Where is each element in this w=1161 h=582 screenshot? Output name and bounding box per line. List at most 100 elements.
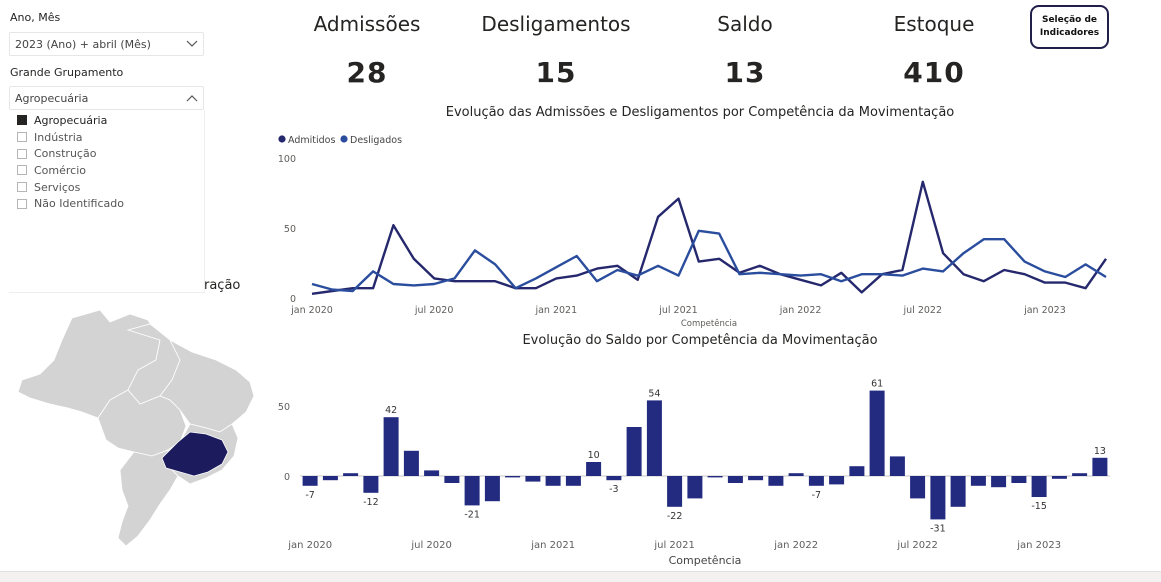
saldo-bar[interactable] — [930, 476, 946, 520]
bar-chart-title: Evolução do Saldo por Competência da Mov… — [522, 333, 878, 348]
y-tick-label: 50 — [278, 402, 290, 413]
saldo-bar[interactable] — [403, 450, 419, 476]
series-line-desligados[interactable] — [311, 229, 1107, 293]
checkbox-checked-icon[interactable] — [17, 115, 27, 126]
group-option-label: Comércio — [34, 163, 87, 177]
saldo-bar[interactable] — [626, 427, 642, 476]
saldo-bar[interactable] — [464, 476, 480, 506]
saldo-bar[interactable] — [322, 476, 338, 481]
line-chart[interactable]: Admitidos Desligados 0 50 100 jan 2020 jul 202… — [270, 125, 1130, 335]
y-tick-label: 50 — [284, 224, 296, 235]
group-slicer-title: Grande Grupamento — [10, 66, 124, 79]
group-option[interactable]: Indústria — [9, 129, 204, 146]
saldo-bar[interactable] — [1092, 457, 1108, 476]
saldo-bar[interactable] — [1031, 476, 1047, 497]
kpi-value: 410 — [903, 56, 965, 89]
saldo-bar[interactable] — [768, 476, 784, 486]
kpi-value: 28 — [346, 56, 388, 89]
saldo-bar[interactable] — [727, 476, 743, 483]
page-status-bar — [0, 571, 1161, 582]
saldo-bar[interactable] — [1072, 473, 1088, 476]
saldo-bar[interactable] — [889, 456, 905, 476]
legend-marker — [278, 135, 286, 143]
saldo-bar[interactable] — [383, 417, 399, 476]
group-options-panel: Agropecuária Indústria Construção Comércio S… — [9, 110, 205, 293]
x-tick-label: jan 2021 — [534, 305, 577, 316]
kpi-label: Desligamentos — [481, 12, 631, 36]
saldo-bar[interactable] — [869, 390, 885, 476]
chevron-down-icon — [181, 34, 203, 54]
x-axis-title: Competência — [681, 318, 737, 329]
bar-data-label: 61 — [871, 379, 883, 390]
saldo-bar[interactable] — [1051, 476, 1067, 479]
bar-data-label: -12 — [363, 497, 379, 508]
checkbox-icon[interactable] — [17, 182, 27, 193]
checkbox-icon[interactable] — [17, 132, 27, 143]
saldo-bar[interactable] — [667, 476, 683, 507]
saldo-bar[interactable] — [849, 466, 865, 476]
group-option[interactable]: Construção — [9, 145, 204, 162]
x-tick-label: jan 2022 — [779, 305, 822, 316]
saldo-bar[interactable] — [707, 476, 723, 478]
period-dropdown-value: 2023 (Ano) + abril (Mês) — [15, 37, 151, 51]
kpi-label: Saldo — [717, 12, 773, 36]
saldo-bar[interactable] — [545, 476, 561, 486]
saldo-bar[interactable] — [950, 476, 966, 507]
brazil-map[interactable] — [10, 300, 260, 555]
kpi-value: 13 — [724, 56, 766, 89]
saldo-bar[interactable] — [829, 476, 845, 485]
saldo-bar[interactable] — [808, 476, 824, 486]
saldo-bar[interactable] — [788, 473, 804, 476]
group-option[interactable]: Não Identificado — [9, 195, 204, 212]
group-option-label: Não Identificado — [34, 197, 124, 211]
saldo-bar[interactable] — [302, 476, 318, 486]
saldo-bar[interactable] — [910, 476, 926, 499]
x-tick-label: jan 2022 — [773, 540, 818, 551]
x-tick-label: jul 2021 — [653, 540, 695, 551]
x-tick-label: jul 2022 — [896, 540, 938, 551]
group-option-label: Construção — [34, 147, 97, 161]
x-tick-label: jan 2023 — [1023, 305, 1066, 316]
saldo-bar[interactable] — [505, 476, 521, 478]
bar-data-label: -7 — [812, 490, 821, 501]
period-slicer-title: Ano, Mês — [10, 11, 61, 24]
series-line-admitidos[interactable] — [311, 180, 1107, 295]
chevron-up-icon — [181, 88, 203, 108]
saldo-bar[interactable] — [1011, 476, 1027, 483]
y-tick-label: 0 — [290, 294, 296, 305]
saldo-bar[interactable] — [484, 476, 500, 502]
group-option[interactable]: Comércio — [9, 162, 204, 179]
group-dropdown[interactable]: Agropecuária — [9, 86, 204, 110]
saldo-bar[interactable] — [970, 476, 986, 486]
checkbox-icon[interactable] — [17, 165, 27, 176]
saldo-bar[interactable] — [646, 400, 662, 476]
saldo-bar[interactable] — [687, 476, 703, 499]
saldo-bar[interactable] — [991, 476, 1007, 488]
saldo-bar[interactable] — [424, 470, 440, 476]
saldo-bar[interactable] — [748, 476, 764, 481]
map-state-center-west — [97, 389, 187, 457]
kpi-label: Admissões — [313, 12, 421, 36]
group-option[interactable]: Agropecuária — [9, 112, 204, 129]
saldo-bar[interactable] — [565, 476, 581, 486]
indicator-selection-button[interactable]: Seleção de Indicadores — [1030, 5, 1109, 49]
saldo-bar[interactable] — [343, 473, 359, 476]
x-tick-label: jan 2020 — [287, 540, 332, 551]
period-dropdown[interactable]: 2023 (Ano) + abril (Mês) — [9, 32, 204, 56]
group-option-label: Indústria — [34, 130, 83, 144]
group-option[interactable]: Serviços — [9, 179, 204, 196]
saldo-bar[interactable] — [444, 476, 460, 483]
x-tick-label: jan 2021 — [530, 540, 575, 551]
saldo-bar[interactable] — [525, 476, 541, 482]
saldo-bar[interactable] — [586, 462, 602, 476]
map-state-mg — [161, 431, 229, 477]
bar-data-label: -3 — [609, 484, 618, 495]
checkbox-icon[interactable] — [17, 198, 27, 209]
saldo-bar[interactable] — [363, 476, 379, 493]
group-dropdown-value: Agropecuária — [15, 91, 89, 105]
group-option-label: Agropecuária — [34, 113, 108, 127]
saldo-bar[interactable] — [606, 476, 622, 481]
bar-chart[interactable]: 0 50 -7 -12 42 -21 10 -3 54 -22 -7 61 -31 -15 13 jan 20… — [270, 352, 1130, 570]
group-option-label: Serviços — [34, 180, 81, 194]
checkbox-icon[interactable] — [17, 148, 27, 159]
